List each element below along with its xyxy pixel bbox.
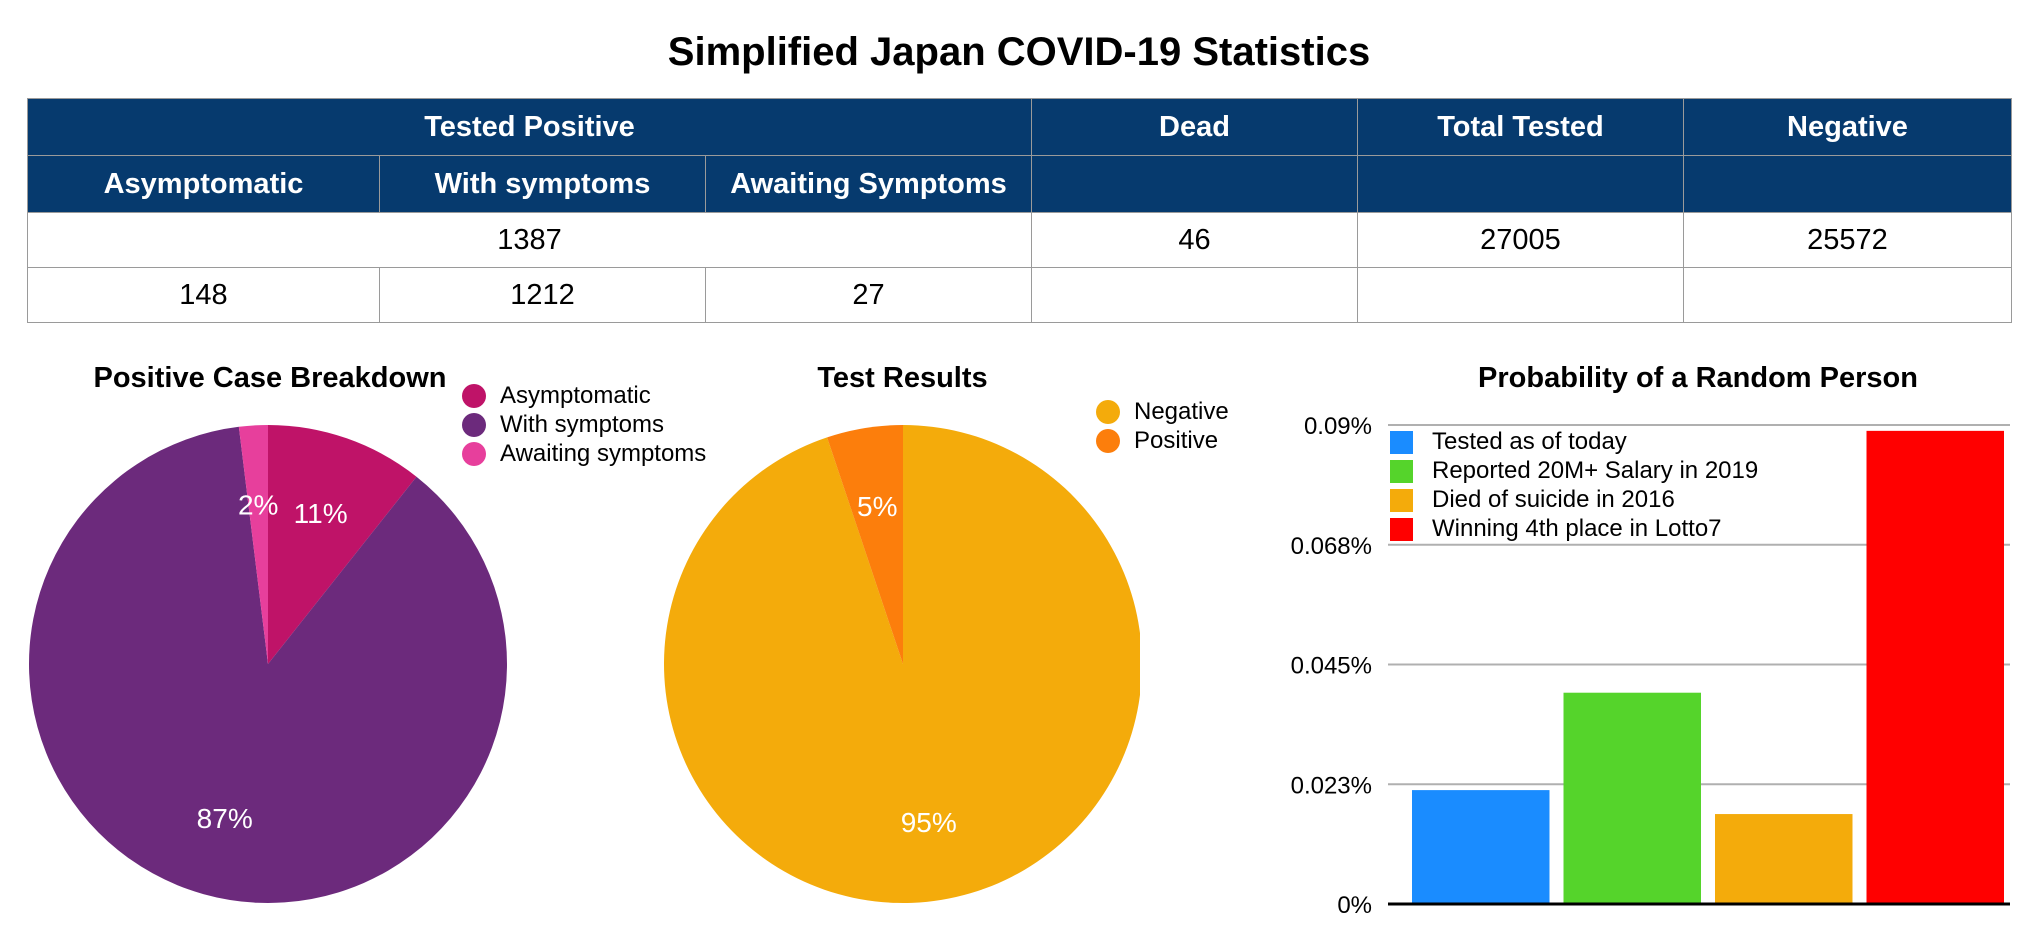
cell-empty bbox=[1683, 267, 2012, 323]
pie1-slice bbox=[268, 425, 417, 664]
header-total-tested: Total Tested bbox=[1357, 98, 1684, 156]
cell-empty bbox=[1031, 267, 1358, 323]
header-dead: Dead bbox=[1031, 98, 1358, 156]
bar-legend-item: Winning 4th place in Lotto7 bbox=[1390, 515, 1722, 543]
bar-legend-item: Reported 20M+ Salary in 2019 bbox=[1390, 457, 1758, 485]
legend-label: Tested as of today bbox=[1432, 428, 1627, 455]
header-with-symptoms: With symptoms bbox=[379, 155, 706, 213]
header-asymptomatic: Asymptomatic bbox=[27, 155, 380, 213]
header-empty bbox=[1683, 155, 2012, 213]
legend-swatch bbox=[462, 384, 486, 408]
legend-label: Winning 4th place in Lotto7 bbox=[1432, 515, 1722, 542]
cell-empty bbox=[1357, 267, 1684, 323]
y-tick-label: 0.068% bbox=[1291, 533, 1372, 560]
header-awaiting-symptoms: Awaiting Symptoms bbox=[705, 155, 1032, 213]
y-tick-label: 0.023% bbox=[1291, 772, 1372, 799]
pie1-slice bbox=[238, 425, 268, 664]
pie1-legend-item: Awaiting symptoms bbox=[462, 440, 706, 468]
page-title: Simplified Japan COVID-19 Statistics bbox=[667, 30, 1371, 74]
pie2-slice bbox=[664, 425, 1140, 903]
y-tick-label: 0.045% bbox=[1291, 653, 1372, 680]
pie-chart-test-results: 95% 5% bbox=[664, 425, 1140, 903]
cell-negative: 25572 bbox=[1683, 212, 2012, 268]
y-tick-label: 0.09% bbox=[1304, 413, 1372, 440]
legend-swatch bbox=[462, 442, 486, 466]
legend-label: Positive bbox=[1134, 427, 1219, 454]
legend-swatch bbox=[1096, 400, 1120, 424]
cell-awaiting-symptoms: 27 bbox=[705, 267, 1032, 323]
header-empty bbox=[1031, 155, 1358, 213]
bar-legend-item: Tested as of today bbox=[1390, 428, 1627, 456]
header-empty bbox=[1357, 155, 1684, 213]
cell-asymptomatic: 148 bbox=[27, 267, 380, 323]
legend-swatch bbox=[1390, 430, 1413, 454]
pie1-legend-item: Asymptomatic bbox=[462, 382, 651, 410]
pie1-slice-label: 11% bbox=[294, 498, 348, 529]
legend-swatch bbox=[462, 413, 486, 437]
legend-swatch bbox=[1390, 488, 1413, 512]
bar bbox=[1412, 790, 1550, 904]
pie2-slice-label: 95% bbox=[901, 807, 957, 838]
cell-dead: 46 bbox=[1031, 212, 1358, 268]
cell-with-symptoms: 1212 bbox=[379, 267, 706, 323]
pie2-legend-item: Negative bbox=[1096, 398, 1229, 426]
pie1-slice-label: 87% bbox=[197, 803, 253, 834]
legend-label: Negative bbox=[1134, 398, 1229, 425]
cell-tested-positive: 1387 bbox=[27, 212, 1032, 268]
bar-legend-item: Died of suicide in 2016 bbox=[1390, 486, 1675, 514]
legend-swatch bbox=[1390, 459, 1413, 483]
pie1-slice bbox=[28, 426, 508, 903]
table-row: 148 1212 27 bbox=[27, 267, 2012, 323]
header-negative: Negative bbox=[1683, 98, 2012, 156]
bar bbox=[1563, 692, 1701, 904]
legend-label: Died of suicide in 2016 bbox=[1432, 486, 1675, 513]
legend-swatch bbox=[1096, 429, 1120, 453]
pie1-slice-label: 2% bbox=[238, 489, 278, 520]
bar-title: Probability of a Random Person bbox=[1478, 362, 1918, 394]
pie2-slice-label: 5% bbox=[857, 491, 897, 522]
legend-swatch bbox=[1390, 517, 1413, 541]
bar-chart-probability: 0% 0.023% 0.045% 0.068% 0.09% bbox=[1291, 413, 2010, 919]
pie2-slice bbox=[827, 425, 903, 664]
table-row: 1387 46 27005 25572 bbox=[27, 212, 2012, 268]
bar bbox=[1715, 814, 1853, 904]
bar bbox=[1866, 430, 2004, 904]
legend-label: Asymptomatic bbox=[500, 382, 651, 409]
pie2-title: Test Results bbox=[817, 362, 988, 394]
legend-label: Awaiting symptoms bbox=[500, 440, 707, 467]
stats-table: Tested Positive Dead Total Tested Negati… bbox=[27, 98, 2012, 323]
pie-chart-positive-breakdown: 11% 87% 2% bbox=[28, 425, 508, 903]
legend-label: Reported 20M+ Salary in 2019 bbox=[1432, 457, 1759, 484]
legend-label: With symptoms bbox=[500, 411, 665, 438]
cell-total-tested: 27005 bbox=[1357, 212, 1684, 268]
pie1-title: Positive Case Breakdown bbox=[93, 362, 447, 394]
pie2-legend-item: Positive bbox=[1096, 427, 1218, 455]
header-tested-positive: Tested Positive bbox=[27, 98, 1032, 156]
y-tick-label: 0% bbox=[1337, 892, 1372, 919]
pie1-legend-item: With symptoms bbox=[462, 411, 664, 439]
